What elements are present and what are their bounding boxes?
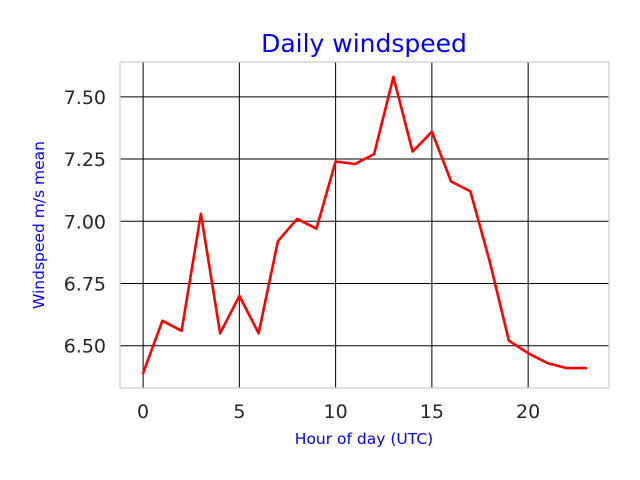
x-tick-label: 5 <box>233 401 245 423</box>
chart-title: Daily windspeed <box>261 29 467 58</box>
y-tick-labels: 6.50 6.75 7.00 7.25 7.50 <box>64 87 106 358</box>
x-tick-label: 15 <box>420 401 444 423</box>
series-line-layer <box>141 75 588 375</box>
plot-frame <box>119 61 610 389</box>
x-tick-label: 10 <box>324 401 348 423</box>
y-tick-label: 6.75 <box>64 273 106 295</box>
y-tick-label: 7.50 <box>64 87 106 109</box>
y-tick-label: 7.25 <box>64 149 106 171</box>
y-tick-label: 7.00 <box>64 211 106 233</box>
x-tick-label: 20 <box>516 401 540 423</box>
y-tick-label: 6.50 <box>64 336 106 358</box>
windspeed-series-line <box>141 75 588 375</box>
x-tick-label: 0 <box>137 401 149 423</box>
x-axis-label: Hour of day (UTC) <box>295 430 433 448</box>
y-axis-label: Windspeed m/s mean <box>30 141 48 309</box>
x-tick-labels: 0 5 10 15 20 <box>137 401 540 423</box>
